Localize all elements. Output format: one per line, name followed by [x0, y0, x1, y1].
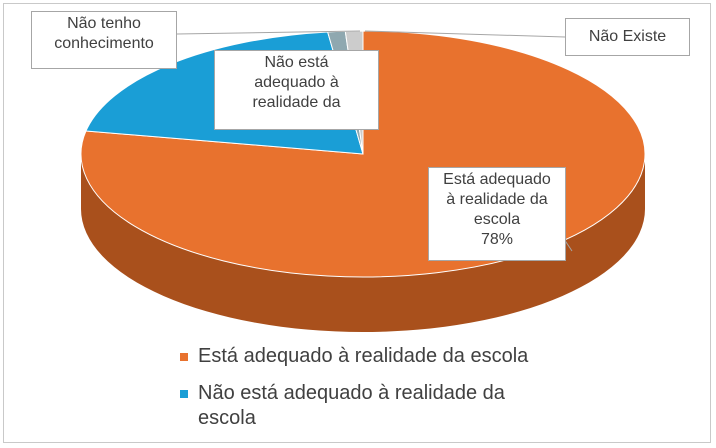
- legend-item-esta-adequado: Está adequado à realidade da escola: [180, 344, 558, 369]
- legend-swatch-blue: [180, 390, 188, 398]
- legend: Está adequado à realidade da escola Não …: [180, 344, 558, 443]
- data-label-esta-adequado: Está adequado à realidade da escola 78%: [428, 167, 566, 261]
- chart-frame: Não tenho conhecimento Não Existe Não es…: [3, 3, 711, 443]
- legend-label: Está adequado à realidade da escola: [198, 345, 529, 367]
- leader-line-1: [364, 30, 566, 38]
- legend-swatch-orange: [180, 353, 188, 361]
- data-label-nao-esta-adequado: Não está adequado à realidade da: [214, 50, 379, 130]
- leader-line-0: [176, 30, 361, 35]
- data-label-nao-tenho-conhecimento: Não tenho conhecimento: [31, 11, 177, 69]
- legend-item-nao-esta-adequado: Não está adequado à realidade da escola: [180, 381, 558, 431]
- pie-side-0: [81, 154, 645, 332]
- data-label-nao-existe: Não Existe: [565, 18, 690, 56]
- legend-label: Não está adequado à realidade da escola: [198, 382, 505, 429]
